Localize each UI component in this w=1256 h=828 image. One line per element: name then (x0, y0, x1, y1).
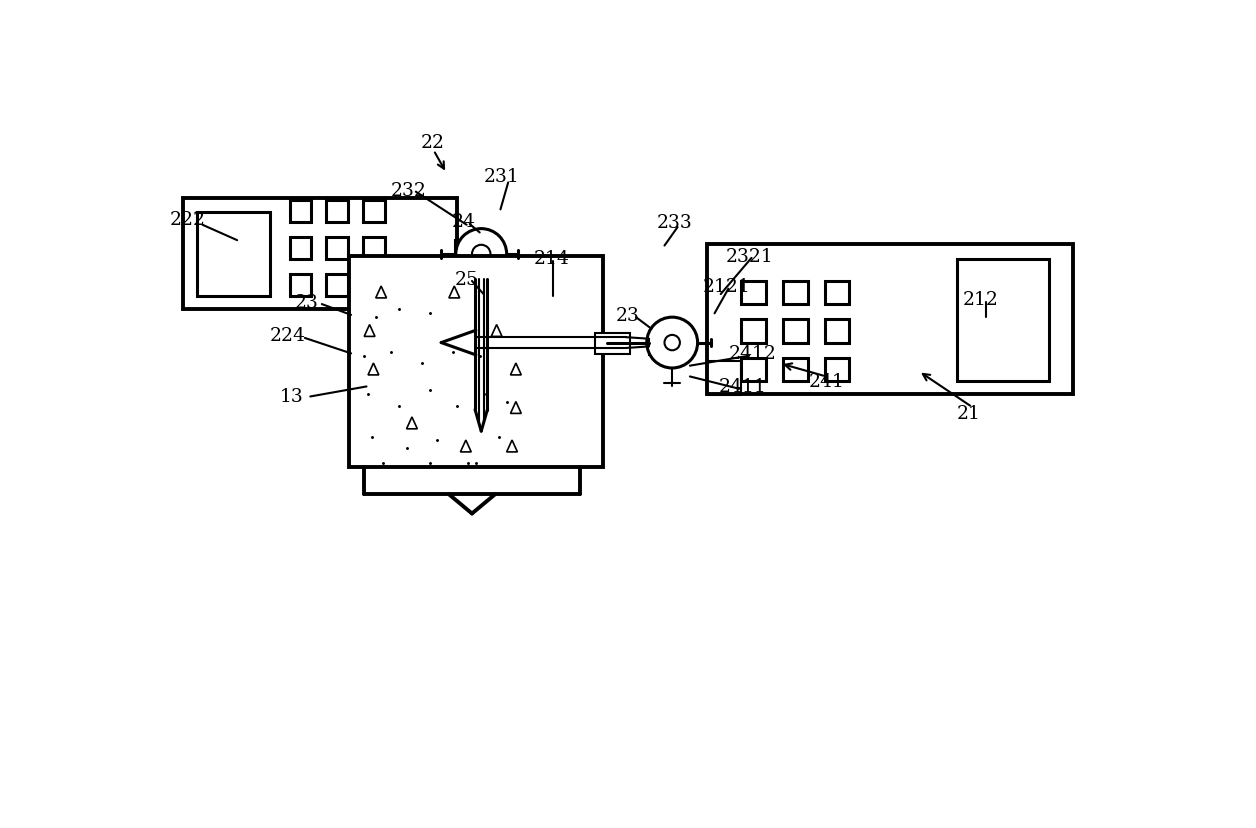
Bar (782, 359, 808, 382)
Bar (782, 282, 808, 305)
Bar (741, 359, 766, 382)
Circle shape (472, 245, 491, 264)
Text: 2321: 2321 (726, 248, 774, 265)
Bar (825, 320, 849, 343)
Bar (782, 320, 808, 343)
Bar (363, 275, 386, 296)
Circle shape (664, 335, 679, 351)
Text: 2412: 2412 (728, 345, 776, 363)
Text: 23: 23 (295, 293, 319, 311)
Bar (327, 201, 348, 223)
Bar (327, 238, 348, 259)
Bar (741, 320, 766, 343)
Text: 2411: 2411 (718, 378, 766, 396)
Text: 25: 25 (455, 270, 479, 288)
Text: 231: 231 (484, 168, 519, 186)
Bar (825, 282, 849, 305)
Text: 241: 241 (809, 373, 844, 391)
Bar (363, 238, 386, 259)
Bar (183, 199, 457, 310)
Bar (455, 241, 482, 267)
Text: 224: 224 (270, 326, 305, 344)
Text: 22: 22 (421, 134, 445, 152)
Text: 233: 233 (657, 214, 692, 232)
Bar (289, 201, 311, 223)
Text: 24: 24 (451, 213, 475, 231)
Text: 232: 232 (391, 182, 427, 200)
Circle shape (456, 229, 506, 280)
Circle shape (647, 318, 697, 368)
Text: 13: 13 (280, 388, 303, 406)
Text: 214: 214 (534, 249, 569, 267)
Text: 222: 222 (170, 211, 206, 229)
Bar (289, 275, 311, 296)
Bar (327, 275, 348, 296)
Text: 212: 212 (962, 291, 999, 309)
Bar (349, 256, 603, 468)
Bar (197, 213, 270, 297)
Text: 2121: 2121 (703, 278, 751, 296)
Bar (707, 245, 1073, 395)
Bar (741, 282, 766, 305)
Bar (595, 333, 629, 354)
Bar (649, 332, 673, 354)
Bar (363, 201, 386, 223)
Text: 21: 21 (957, 405, 981, 423)
Bar (957, 260, 1050, 382)
Bar (825, 359, 849, 382)
Bar (289, 238, 311, 259)
Bar (468, 261, 495, 280)
Text: 23: 23 (615, 306, 639, 325)
